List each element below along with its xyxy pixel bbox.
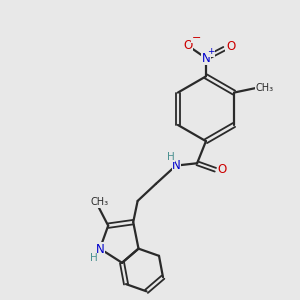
Text: H: H — [167, 152, 175, 162]
Text: N: N — [202, 52, 210, 64]
Text: +: + — [208, 47, 215, 56]
Text: O: O — [183, 39, 193, 52]
Text: O: O — [217, 163, 226, 176]
Text: O: O — [226, 40, 235, 53]
Text: CH₃: CH₃ — [90, 197, 108, 207]
Text: H: H — [90, 253, 97, 263]
Text: CH₃: CH₃ — [256, 82, 274, 93]
Text: −: − — [191, 32, 201, 43]
Text: N: N — [172, 159, 181, 172]
Text: N: N — [96, 243, 104, 256]
